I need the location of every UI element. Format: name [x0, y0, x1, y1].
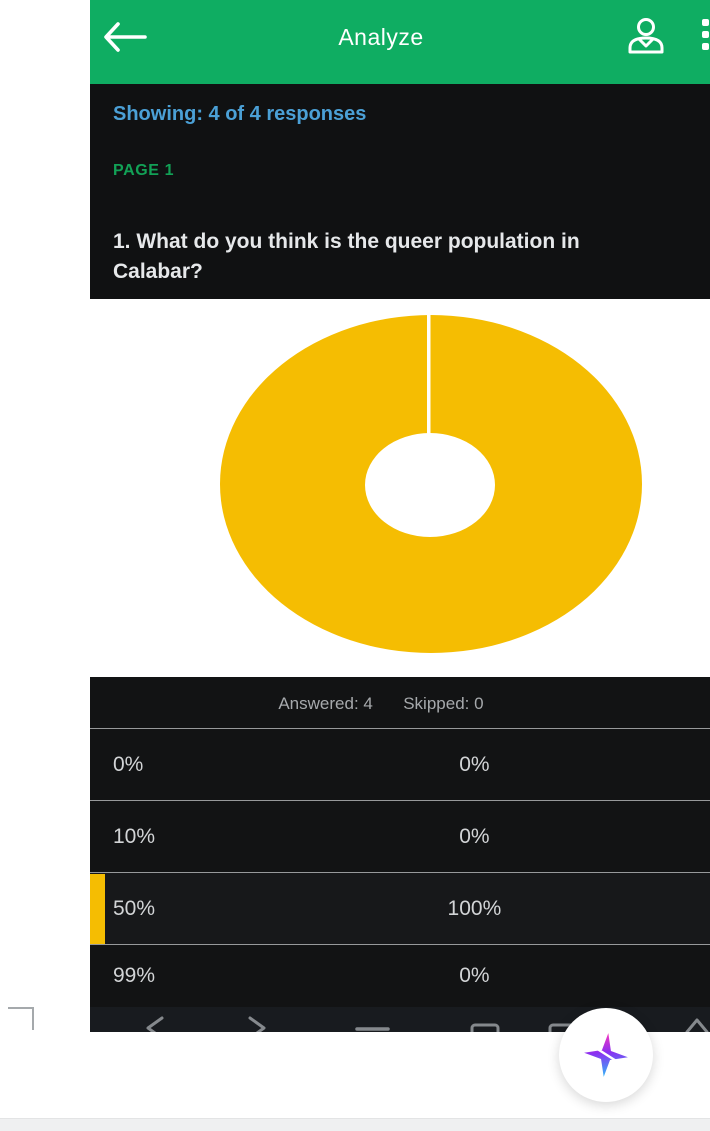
- answer-percent: 0%: [459, 752, 490, 776]
- selection-corner-bracket: [8, 1007, 34, 1030]
- nav-back-icon: [146, 1016, 164, 1032]
- donut-chart[interactable]: [90, 299, 710, 677]
- nav-forward-icon: [248, 1016, 266, 1032]
- assistant-fab-button[interactable]: [559, 1008, 653, 1102]
- nav-home-icon: [685, 1018, 709, 1032]
- donut-hole: [365, 433, 495, 537]
- answer-choice: 50%: [113, 896, 156, 920]
- answer-percent: 0%: [459, 824, 490, 848]
- table-row[interactable]: 10% 0%: [90, 801, 710, 873]
- person-icon: [628, 18, 664, 54]
- table-row[interactable]: 99% 0%: [90, 945, 710, 1007]
- answer-choice: 0%: [113, 752, 144, 776]
- back-arrow-icon: [104, 22, 147, 52]
- chart-area: [90, 299, 710, 677]
- page-title: Analyze: [338, 24, 424, 50]
- sparkle-icon: [584, 1033, 628, 1077]
- nav-tabs-icon: [470, 1023, 500, 1032]
- question-title: 1. What do you think is the queer popula…: [113, 230, 580, 283]
- results-table: Answered: 4 Skipped: 0 0% 0% 10% 0% 50% …: [90, 677, 710, 1007]
- answer-percent: 0%: [459, 964, 490, 987]
- answer-choice: 10%: [113, 824, 156, 848]
- analyze-app-screen: Analyze Showing: 4 of 4 responses PAGE 1…: [90, 0, 710, 1131]
- app-bar: Analyze: [90, 0, 710, 84]
- overflow-menu-button[interactable]: [702, 19, 710, 63]
- nav-window-icon: [548, 1023, 578, 1032]
- responses-filter-link[interactable]: Showing: 4 of 4 responses: [113, 103, 367, 125]
- page-label: PAGE 1: [113, 162, 175, 179]
- question-panel: Showing: 4 of 4 responses PAGE 1 1. What…: [90, 84, 710, 299]
- table-row-highlighted[interactable]: 50% 100%: [90, 873, 710, 945]
- slice-gap: [427, 313, 431, 438]
- results-table-header: Answered: 4 Skipped: 0: [90, 677, 710, 729]
- account-button[interactable]: [625, 16, 667, 58]
- answer-percent: 100%: [447, 896, 502, 920]
- skipped-count: Skipped: 0: [403, 694, 484, 713]
- table-row[interactable]: 0% 0%: [90, 729, 710, 801]
- kebab-dot: [702, 19, 709, 26]
- answer-choice: 99%: [113, 964, 156, 987]
- back-button[interactable]: [103, 21, 149, 53]
- row-accent-bar: [90, 874, 105, 944]
- kebab-dot: [702, 43, 709, 50]
- kebab-dot: [702, 31, 709, 38]
- answered-count: Answered: 4: [278, 694, 373, 713]
- bottom-taskbar-strip: [0, 1118, 710, 1131]
